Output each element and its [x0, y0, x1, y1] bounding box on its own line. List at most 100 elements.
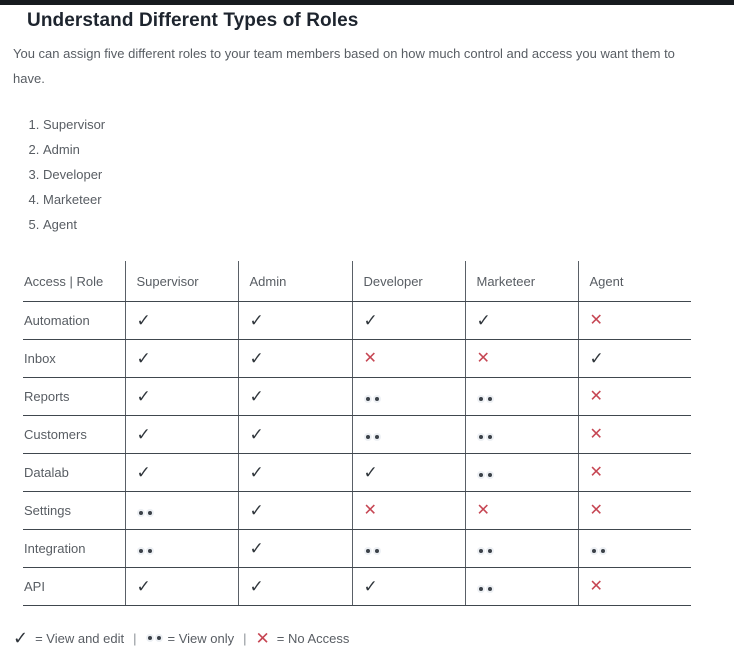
table-row: Integration ✓: [23, 529, 691, 568]
x-icon: ✕: [255, 628, 270, 648]
access-cell: ✓: [238, 453, 353, 492]
top-divider-bar: [0, 0, 734, 5]
view-only-icon: [137, 511, 152, 515]
x-icon: ✕: [589, 311, 603, 329]
access-cell: [125, 529, 239, 568]
table-row: Datalab ✓ ✓ ✓ ✕: [23, 453, 691, 492]
roles-list: Supervisor Admin Developer Marketeer Age…: [0, 117, 734, 232]
row-label: Customers: [23, 415, 126, 454]
table-row: Customers ✓ ✓ ✕: [23, 415, 691, 454]
row-label: Settings: [23, 491, 126, 530]
access-cell: ✕: [578, 377, 691, 416]
access-cell: ✓: [238, 415, 353, 454]
intro-paragraph: You can assign five different roles to y…: [13, 46, 675, 86]
check-icon: ✓: [363, 577, 378, 596]
legend-label-view-only: = View only: [167, 630, 235, 646]
view-only-icon: [590, 549, 605, 553]
legend-label-view-edit: = View and edit: [35, 630, 125, 646]
access-cell: [465, 415, 579, 454]
column-header-developer: Developer: [352, 261, 466, 302]
row-label: Reports: [23, 377, 126, 416]
view-only-icon: [364, 435, 379, 439]
access-cell: ✕: [578, 491, 691, 530]
column-header-access-role: Access | Role: [23, 261, 126, 302]
view-only-icon: [477, 435, 492, 439]
view-only-icon: [137, 549, 152, 553]
list-item: Admin: [43, 142, 734, 157]
table-row: Reports ✓ ✓ ✕: [23, 377, 691, 416]
x-icon: ✕: [589, 577, 603, 595]
check-icon: ✓: [136, 463, 151, 482]
x-icon: ✕: [476, 501, 490, 519]
access-cell: ✓: [352, 453, 466, 492]
x-icon: ✕: [589, 501, 603, 519]
header-row: Access | Role Supervisor Admin Developer…: [23, 261, 691, 302]
check-icon: ✓: [249, 539, 264, 558]
access-cell: ✕: [578, 301, 691, 340]
row-label: Integration: [23, 529, 126, 568]
access-cell: ✓: [125, 453, 239, 492]
view-only-icon: [146, 636, 161, 640]
view-only-icon: [477, 587, 492, 591]
x-icon: ✕: [589, 387, 603, 405]
check-icon: ✓: [136, 577, 151, 596]
row-label: API: [23, 567, 126, 606]
table-row: Automation ✓ ✓ ✓ ✓ ✕: [23, 301, 691, 340]
table-row: API ✓ ✓ ✓ ✕: [23, 567, 691, 606]
list-item: Marketeer: [43, 192, 734, 207]
access-table-body: Automation ✓ ✓ ✓ ✓ ✕ Inbox ✓ ✓ ✕ ✕ ✓ Reports ✓ ✓ ✕ Custo…: [23, 301, 691, 606]
check-icon: ✓: [363, 311, 378, 330]
check-icon: ✓: [249, 463, 264, 482]
check-icon: ✓: [136, 387, 151, 406]
access-cell: [352, 529, 466, 568]
view-only-icon: [477, 473, 492, 477]
x-icon: ✕: [476, 349, 490, 367]
access-cell: ✓: [578, 339, 691, 378]
access-cell: ✕: [465, 339, 579, 378]
access-role-table: Access | Role Supervisor Admin Developer…: [23, 261, 691, 606]
x-icon: ✕: [363, 349, 377, 367]
table-header: Access | Role Supervisor Admin Developer…: [23, 261, 691, 302]
check-icon: ✓: [249, 387, 264, 406]
list-item: Developer: [43, 167, 734, 182]
row-label: Inbox: [23, 339, 126, 378]
access-cell: ✓: [238, 529, 353, 568]
access-cell: [125, 491, 239, 530]
access-cell: ✕: [352, 339, 466, 378]
check-icon: ✓: [249, 501, 264, 520]
access-cell: ✓: [238, 491, 353, 530]
check-icon: ✓: [476, 311, 491, 330]
access-cell: ✕: [352, 491, 466, 530]
access-cell: [352, 377, 466, 416]
x-icon: ✕: [363, 501, 377, 519]
access-cell: [465, 529, 579, 568]
access-cell: ✓: [238, 339, 353, 378]
access-cell: [578, 529, 691, 568]
page-title: Understand Different Types of Roles: [27, 10, 359, 31]
access-cell: [352, 415, 466, 454]
view-only-icon: [477, 549, 492, 553]
access-cell: ✓: [125, 567, 239, 606]
check-icon: ✓: [13, 628, 29, 648]
check-icon: ✓: [136, 349, 151, 368]
check-icon: ✓: [249, 311, 264, 330]
access-cell: ✓: [238, 301, 353, 340]
access-cell: ✓: [238, 567, 353, 606]
access-cell: ✓: [125, 377, 239, 416]
access-cell: ✓: [352, 567, 466, 606]
legend-label-no-access: = No Access: [276, 630, 350, 646]
access-cell: [465, 377, 579, 416]
access-cell: ✕: [465, 491, 579, 530]
access-cell: [465, 453, 579, 492]
access-cell: [465, 567, 579, 606]
column-header-marketeer: Marketeer: [465, 261, 579, 302]
list-item: Agent: [43, 217, 734, 232]
access-cell: ✕: [578, 567, 691, 606]
view-only-icon: [364, 549, 379, 553]
x-icon: ✕: [589, 425, 603, 443]
check-icon: ✓: [249, 425, 264, 444]
legend-separator: |: [133, 630, 137, 646]
row-label: Datalab: [23, 453, 126, 492]
table-row: Settings ✓ ✕ ✕ ✕: [23, 491, 691, 530]
check-icon: ✓: [249, 577, 264, 596]
